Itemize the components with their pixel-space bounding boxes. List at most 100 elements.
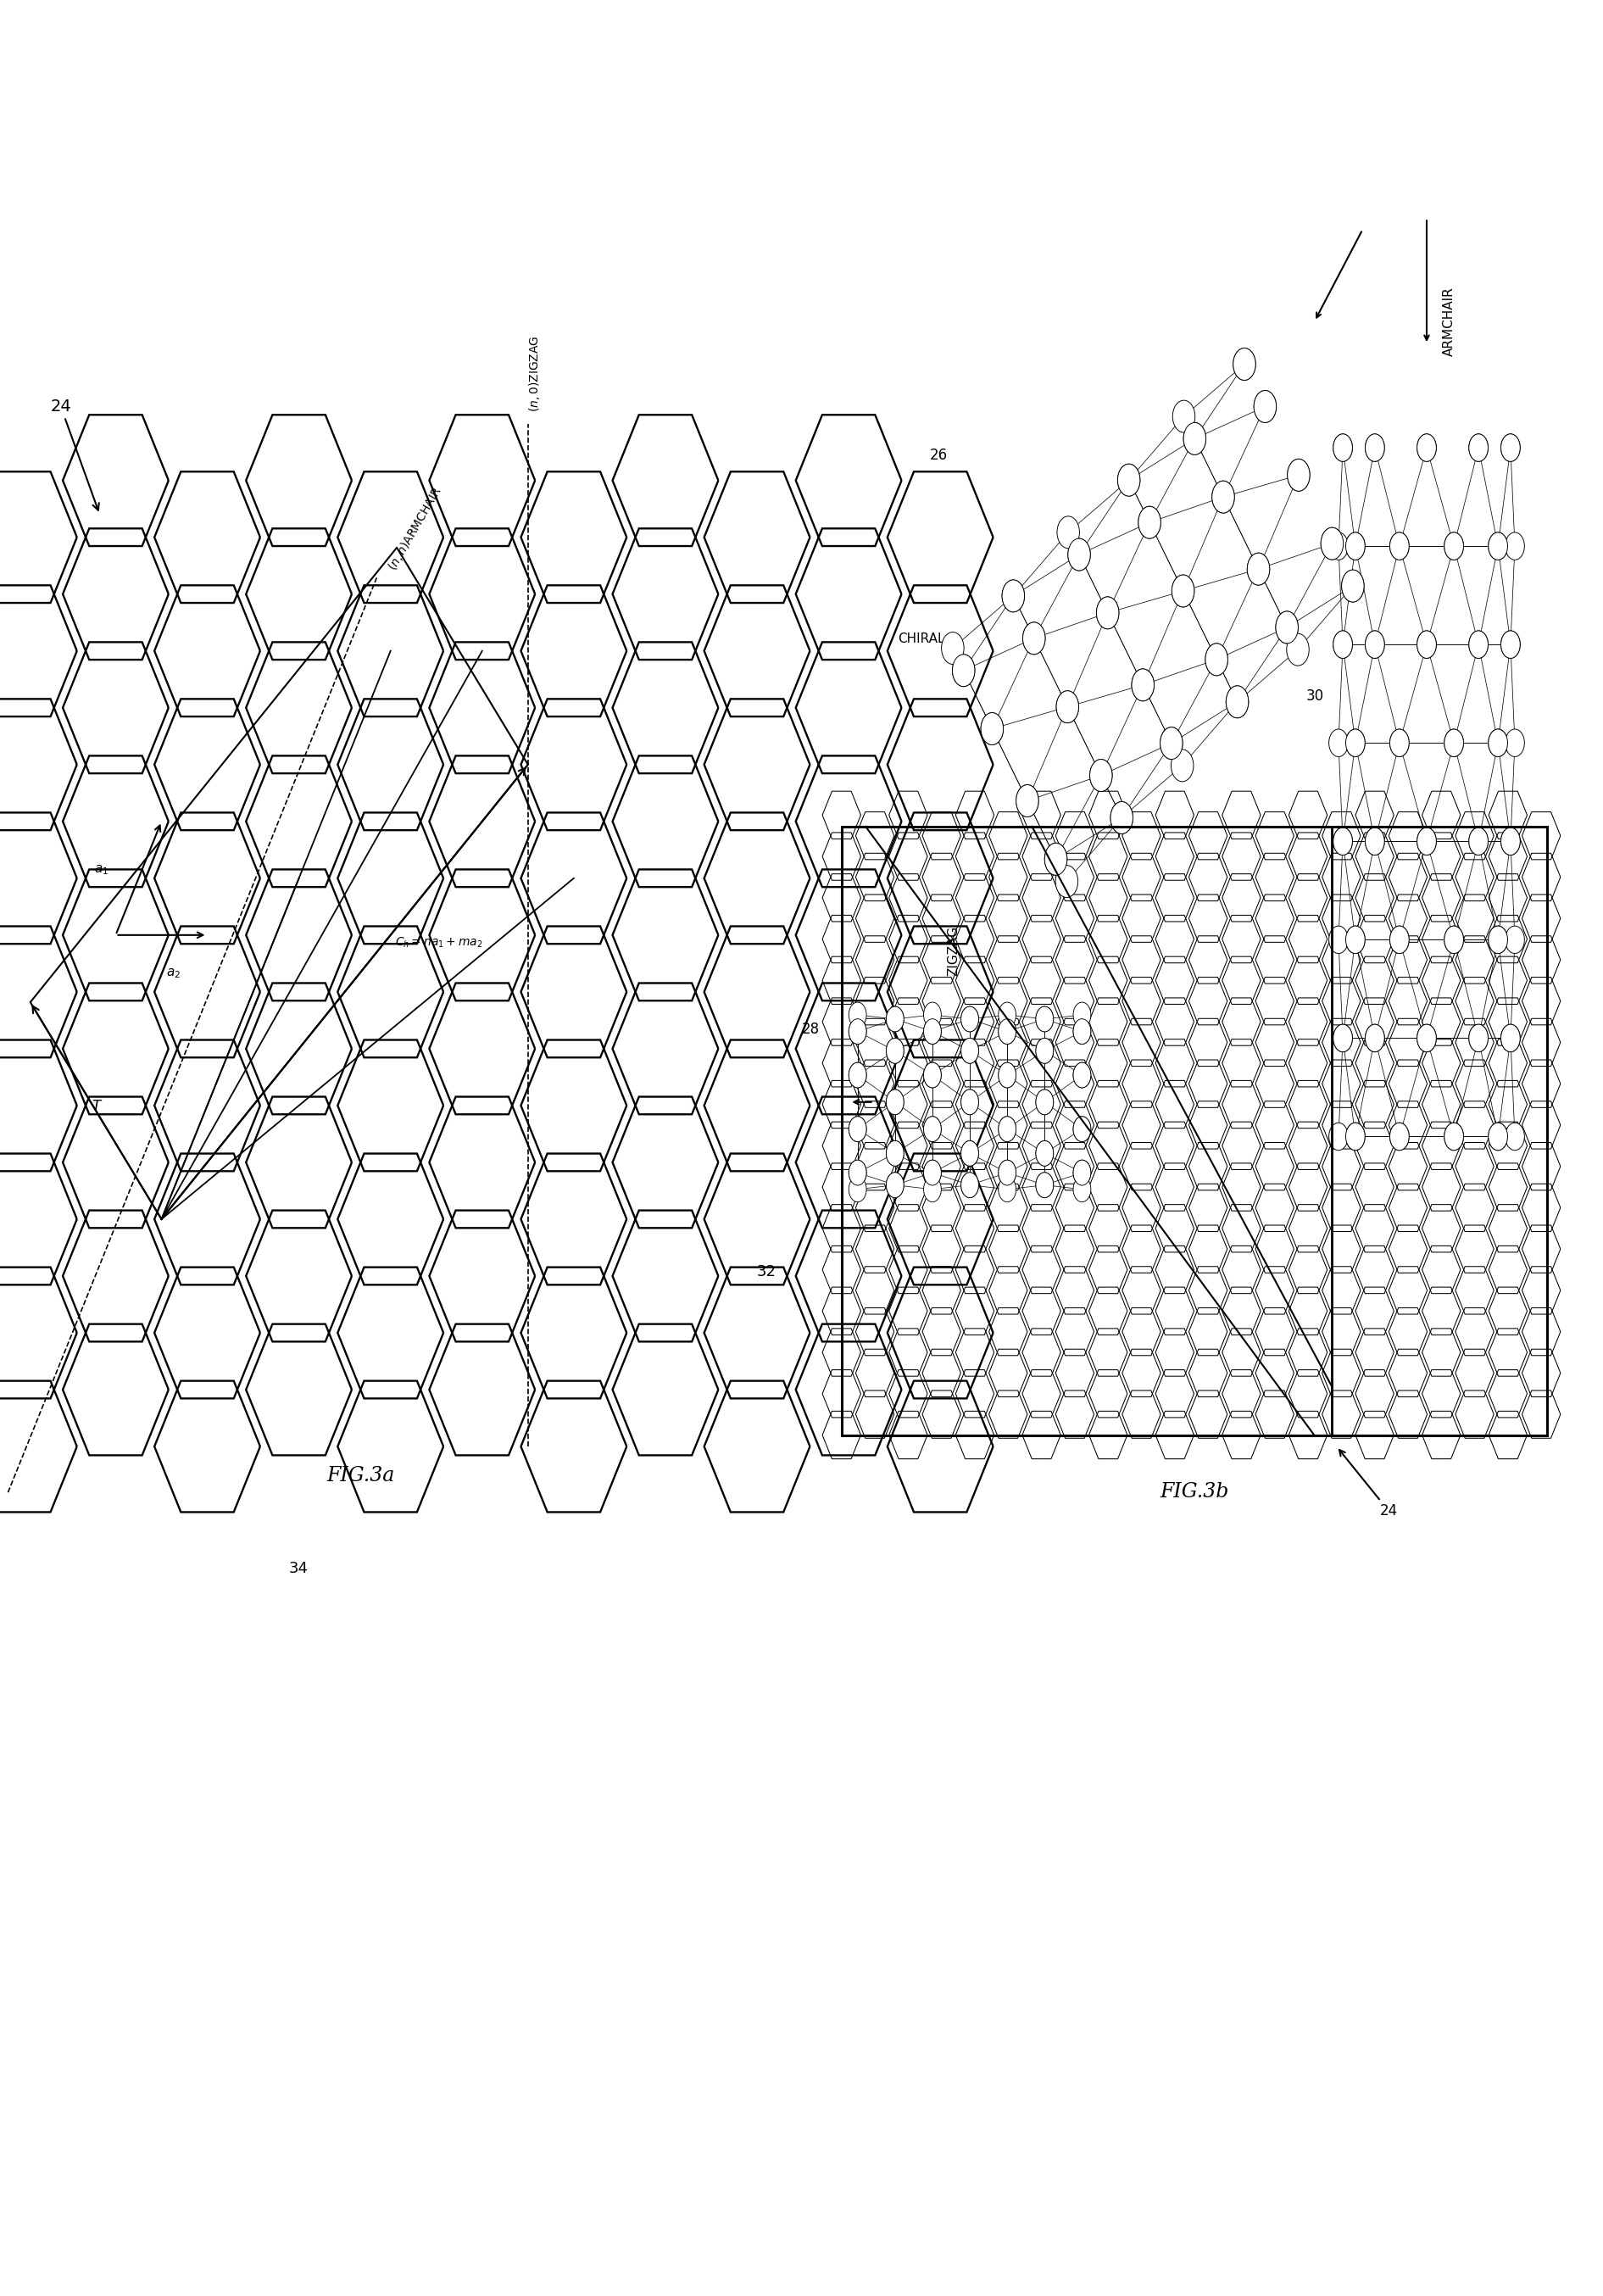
Circle shape	[848, 1176, 866, 1203]
Circle shape	[1342, 569, 1364, 602]
Circle shape	[1023, 622, 1045, 654]
Circle shape	[999, 1019, 1016, 1045]
Circle shape	[1161, 728, 1183, 760]
Text: $C_h = na_1 + ma_2$: $C_h = na_1 + ma_2$	[394, 937, 483, 951]
Circle shape	[1096, 597, 1119, 629]
Circle shape	[1347, 533, 1366, 560]
Circle shape	[848, 1159, 866, 1185]
Circle shape	[999, 1116, 1016, 1141]
Bar	[842, 827, 1547, 1435]
Circle shape	[1002, 581, 1024, 613]
Circle shape	[1347, 1123, 1366, 1150]
Circle shape	[962, 1038, 978, 1063]
Circle shape	[1036, 1038, 1053, 1063]
Circle shape	[1390, 533, 1409, 560]
Circle shape	[1468, 1024, 1488, 1052]
Circle shape	[1172, 748, 1194, 781]
Circle shape	[1247, 553, 1270, 585]
Circle shape	[1287, 459, 1310, 491]
Circle shape	[1500, 631, 1520, 659]
Circle shape	[1500, 827, 1520, 854]
Circle shape	[923, 1001, 941, 1026]
Circle shape	[848, 1019, 866, 1045]
Circle shape	[1468, 434, 1488, 461]
Circle shape	[1074, 1159, 1092, 1185]
Circle shape	[999, 1063, 1016, 1088]
Circle shape	[848, 1116, 866, 1141]
Circle shape	[1074, 1116, 1092, 1141]
Text: $a_1$: $a_1$	[95, 863, 109, 877]
Text: 24: 24	[1339, 1449, 1398, 1518]
Circle shape	[848, 1063, 866, 1088]
Circle shape	[1366, 631, 1385, 659]
Circle shape	[1247, 553, 1270, 585]
Circle shape	[999, 1159, 1016, 1185]
Circle shape	[1321, 528, 1343, 560]
Circle shape	[1329, 925, 1348, 953]
Circle shape	[1347, 533, 1366, 560]
Circle shape	[1023, 622, 1045, 654]
Circle shape	[1500, 434, 1520, 461]
Circle shape	[1444, 533, 1464, 560]
Circle shape	[1074, 1159, 1092, 1185]
Circle shape	[999, 1159, 1016, 1185]
Circle shape	[1334, 1024, 1353, 1052]
Circle shape	[1444, 730, 1464, 758]
Circle shape	[962, 1141, 978, 1166]
Circle shape	[1347, 730, 1366, 758]
Circle shape	[1002, 581, 1024, 613]
Circle shape	[1390, 925, 1409, 953]
Circle shape	[1074, 1176, 1092, 1203]
Text: CHIRAL: CHIRAL	[898, 634, 944, 645]
Circle shape	[1329, 730, 1348, 758]
Circle shape	[981, 712, 1003, 744]
Circle shape	[1468, 1024, 1488, 1052]
Circle shape	[886, 1038, 904, 1063]
Circle shape	[1390, 533, 1409, 560]
Circle shape	[1205, 643, 1228, 675]
Circle shape	[1417, 827, 1436, 854]
Circle shape	[1329, 1123, 1348, 1150]
Circle shape	[962, 1173, 978, 1199]
Circle shape	[1161, 728, 1183, 760]
Circle shape	[1172, 574, 1194, 606]
Circle shape	[999, 1116, 1016, 1141]
Circle shape	[886, 1173, 904, 1199]
Circle shape	[1444, 730, 1464, 758]
Circle shape	[848, 1116, 866, 1141]
Circle shape	[962, 1038, 978, 1063]
Circle shape	[1287, 459, 1310, 491]
Circle shape	[1212, 480, 1234, 512]
Circle shape	[1366, 827, 1385, 854]
Circle shape	[1036, 1141, 1053, 1166]
Circle shape	[1138, 507, 1161, 540]
Circle shape	[1417, 827, 1436, 854]
Circle shape	[848, 1019, 866, 1045]
Circle shape	[1329, 533, 1348, 560]
Text: 32: 32	[757, 1265, 776, 1279]
Circle shape	[1468, 631, 1488, 659]
Circle shape	[1347, 925, 1366, 953]
Circle shape	[1036, 1088, 1053, 1114]
Circle shape	[1334, 827, 1353, 854]
Circle shape	[1488, 730, 1507, 758]
Circle shape	[1132, 668, 1154, 700]
Circle shape	[1390, 1123, 1409, 1150]
Circle shape	[1444, 1123, 1464, 1150]
Circle shape	[962, 1088, 978, 1114]
Circle shape	[1417, 1024, 1436, 1052]
Circle shape	[1090, 760, 1112, 792]
Circle shape	[1036, 1173, 1053, 1199]
Circle shape	[999, 1019, 1016, 1045]
Circle shape	[1417, 631, 1436, 659]
Circle shape	[1500, 1024, 1520, 1052]
Circle shape	[923, 1176, 941, 1203]
Circle shape	[1488, 730, 1507, 758]
Circle shape	[1390, 925, 1409, 953]
Circle shape	[1254, 390, 1276, 422]
Circle shape	[941, 631, 963, 664]
Circle shape	[923, 1116, 941, 1141]
Text: $(n,0)$ZIGZAG: $(n,0)$ZIGZAG	[527, 335, 542, 413]
Circle shape	[1500, 631, 1520, 659]
Circle shape	[1488, 1123, 1507, 1150]
